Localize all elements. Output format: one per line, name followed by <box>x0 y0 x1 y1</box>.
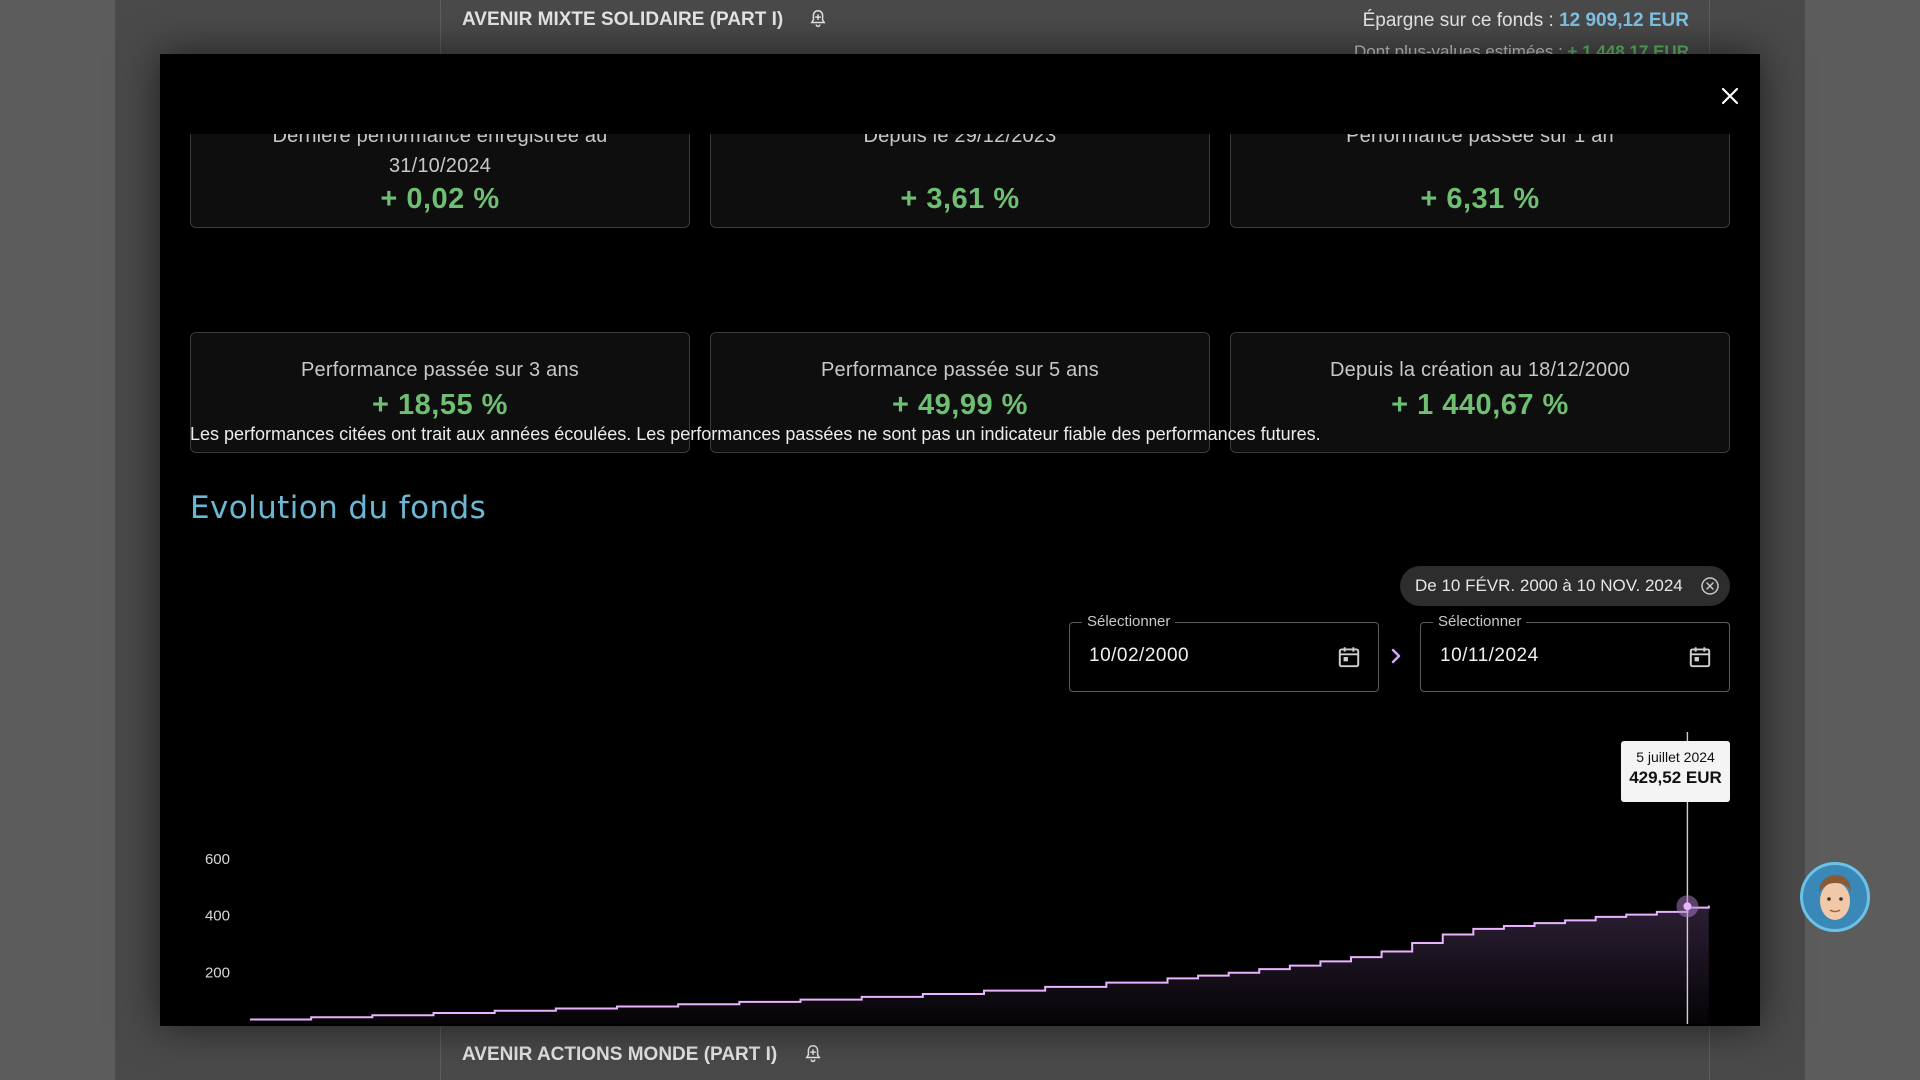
range-chip-label: De 10 FÉVR. 2000 à 10 NOV. 2024 <box>1415 576 1683 595</box>
fund-evolution-chart[interactable]: 0200400600200220042006200820102012201420… <box>160 724 1760 1024</box>
date-from-value[interactable]: 10/02/2000 <box>1089 645 1190 666</box>
section-title: Evolution du fonds <box>190 490 487 526</box>
fund-name: AVENIR MIXTE SOLIDAIRE (PART I) <box>462 9 784 30</box>
bell-add-icon[interactable] <box>802 1043 824 1065</box>
y-tick-label: 0 <box>222 1021 230 1024</box>
performance-disclaimer: Les performances citées ont trait aux an… <box>190 424 1321 444</box>
bell-add-icon[interactable] <box>807 8 829 30</box>
tooltip-value: 429,52 EUR <box>1629 768 1722 787</box>
perf-card-creation: Depuis la création au 18/12/2000 + 1 440… <box>1230 332 1730 453</box>
series-line <box>250 905 1710 1021</box>
modal-header <box>160 54 1760 134</box>
assistant-face-icon <box>1819 875 1851 920</box>
date-from-legend: Sélectionner <box>1082 613 1176 630</box>
perf-value: + 18,55 % <box>372 389 508 421</box>
clear-circle-icon[interactable] <box>1700 576 1720 596</box>
perf-card-5y: Performance passée sur 5 ans + 49,99 % <box>710 332 1210 453</box>
fund-name: AVENIR ACTIONS MONDE (PART I) <box>462 1044 778 1065</box>
perf-value: + 0,02 % <box>380 183 500 215</box>
y-tick-label: 600 <box>205 851 230 868</box>
savings-label: Épargne sur ce fonds : <box>1362 10 1560 31</box>
calendar-icon[interactable] <box>1336 644 1362 670</box>
perf-label: Performance passée sur 5 ans <box>821 359 1099 381</box>
tooltip-date: 5 juillet 2024 <box>1636 749 1715 765</box>
perf-value: + 6,31 % <box>1420 183 1540 215</box>
chart-tooltip: 5 juillet 2024 429,52 EUR <box>1621 741 1730 802</box>
date-from-field[interactable]: Sélectionner 10/02/2000 <box>1069 613 1379 692</box>
date-to-legend: Sélectionner <box>1433 613 1527 630</box>
hover-point <box>1683 902 1692 911</box>
series-area <box>250 905 1709 1024</box>
fund-card-top: AVENIR MIXTE SOLIDAIRE (PART I) Épargne … <box>440 0 1710 61</box>
perf-label: Performance passée sur 3 ans <box>301 359 579 381</box>
calendar-icon[interactable] <box>1687 644 1713 670</box>
perf-label: Depuis la création au 18/12/2000 <box>1330 359 1630 381</box>
savings-value: 12 909,12 EUR <box>1559 10 1689 31</box>
chevron-right-icon <box>1391 648 1401 664</box>
perf-value: + 1 440,67 % <box>1391 389 1569 421</box>
y-tick-label: 200 <box>205 964 230 981</box>
perf-card-3y: Performance passée sur 3 ans + 18,55 % <box>190 332 690 453</box>
perf-value: + 3,61 % <box>900 183 1020 215</box>
perf-value: + 49,99 % <box>892 389 1028 421</box>
fund-savings: Épargne sur ce fonds : 12 909,12 EUR <box>1363 10 1689 32</box>
fund-card-bottom: AVENIR ACTIONS MONDE (PART I) <box>440 1026 1710 1080</box>
close-icon[interactable] <box>1718 84 1742 108</box>
y-tick-label: 400 <box>205 908 230 925</box>
date-to-field[interactable]: Sélectionner 10/11/2024 <box>1420 613 1730 692</box>
date-range-chip[interactable]: De 10 FÉVR. 2000 à 10 NOV. 2024 <box>1400 566 1730 606</box>
assistant-avatar[interactable] <box>1800 862 1870 932</box>
fund-performance-modal: Dernière performance enregistrée au 31/1… <box>160 54 1760 1026</box>
date-to-value[interactable]: 10/11/2024 <box>1440 645 1539 666</box>
